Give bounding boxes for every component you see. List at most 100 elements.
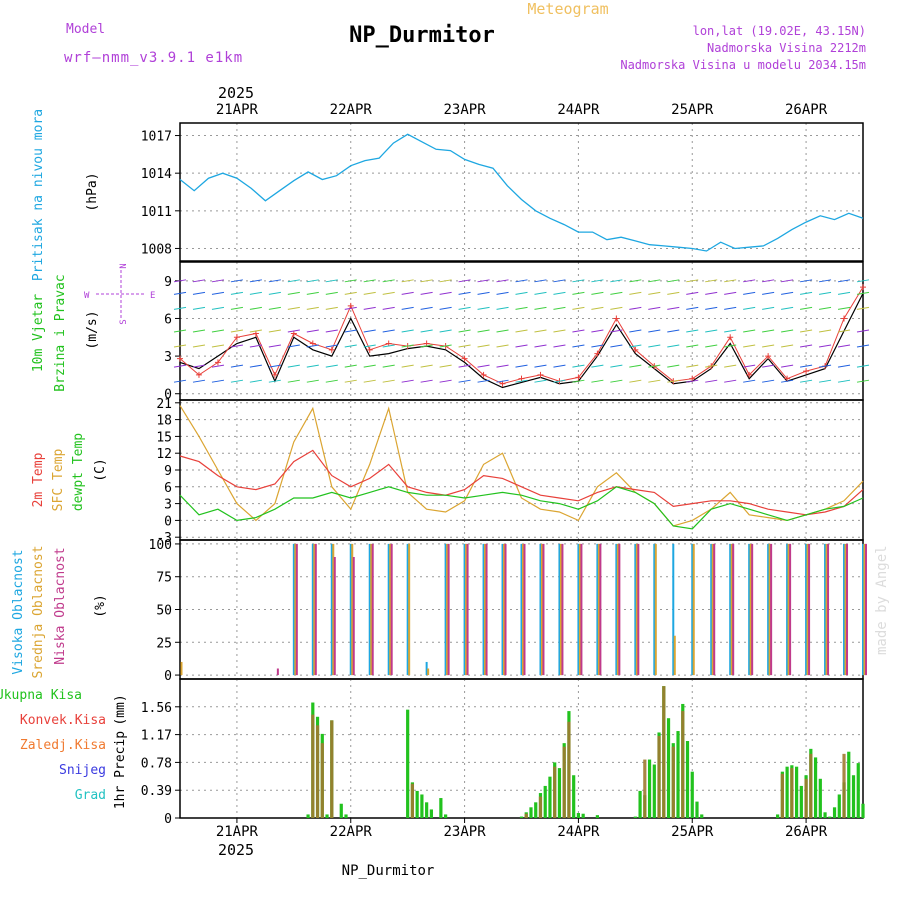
precip-total-bar	[666, 718, 671, 818]
precip-conv-bar	[780, 773, 784, 818]
y-tick-label: 6	[164, 481, 172, 496]
x-tick-label-bottom: 24APR	[557, 824, 600, 840]
wind-barb	[325, 306, 338, 310]
wind-barb	[572, 329, 585, 333]
precip-total-bar	[633, 816, 637, 818]
wind-barb	[230, 306, 243, 310]
wind-gust-marker	[746, 371, 753, 378]
wind-barb	[439, 291, 452, 295]
wind-barb	[382, 279, 395, 283]
y-tick-label: 0	[164, 388, 172, 403]
plot-area: 10081011101410170369-3036912151821025507…	[141, 102, 870, 840]
wind-barb	[192, 279, 206, 283]
wind-barb	[781, 379, 794, 383]
wind-barb	[818, 364, 832, 368]
wind-barb	[382, 344, 395, 348]
wind-barb	[382, 329, 395, 333]
wind-barb	[420, 379, 433, 383]
precip-total-bar	[847, 751, 851, 818]
precip-legend-freeze: Zaledj.Kisa	[20, 738, 106, 753]
wind-barb	[382, 291, 395, 295]
wind-barb	[211, 364, 225, 368]
precip-conv-bar	[410, 783, 415, 818]
wind-gust-marker	[328, 346, 335, 353]
year-bottom: 2025	[218, 841, 254, 859]
wind-barb	[401, 329, 414, 333]
wind-barb	[724, 379, 737, 383]
wind-barb	[856, 306, 870, 310]
precip-conv-bar	[790, 768, 794, 818]
wind-barb	[268, 364, 281, 368]
wind-barb	[856, 344, 870, 348]
wind-barb	[610, 344, 623, 348]
y-tick-label: 9	[164, 275, 172, 290]
wind-barb	[306, 279, 319, 283]
wind-barb	[306, 306, 319, 310]
wind-barb	[268, 379, 281, 383]
wind-barb	[363, 329, 376, 333]
wind-gust-marker	[366, 346, 373, 353]
wind-speed-line	[179, 293, 864, 389]
wind-gust-marker	[594, 350, 601, 357]
wind-barb	[496, 344, 509, 348]
wind-barb	[724, 306, 737, 310]
wind-barb	[534, 291, 547, 295]
wind-barb	[306, 364, 319, 368]
wind-barb	[249, 306, 262, 310]
wind-barb	[363, 279, 376, 283]
wind-barb	[818, 279, 832, 283]
wind-barb	[496, 364, 509, 368]
precip-conv-bar	[671, 746, 675, 818]
precip-total-bar	[785, 766, 789, 818]
wind-barb	[192, 329, 206, 333]
wind-gust-marker	[803, 368, 810, 375]
y-tick-label: 0	[164, 514, 172, 529]
wind-barb	[173, 291, 187, 295]
precip-conv-bar	[330, 720, 334, 818]
wind-barb	[591, 291, 604, 295]
wind-barb	[515, 344, 528, 348]
wind-barb	[401, 291, 414, 295]
wind-barb	[515, 279, 528, 283]
wind-barb	[837, 291, 851, 295]
wind-barb	[572, 306, 585, 310]
y-tick-label: 18	[156, 414, 172, 429]
panel-frame	[179, 122, 864, 262]
wind-gust-marker	[480, 371, 487, 378]
wind-barb	[781, 329, 794, 333]
temp-unit: (C)	[93, 458, 108, 481]
wind-barb	[477, 306, 490, 310]
wind-barb	[173, 306, 187, 310]
wind-barb	[477, 379, 490, 383]
wind-barb	[363, 291, 376, 295]
precip-total-bar	[647, 759, 652, 818]
wind-barb	[762, 364, 775, 368]
wind-barb	[818, 291, 832, 295]
wind-barb	[287, 306, 300, 310]
wind-barb	[781, 291, 794, 295]
model-label: Model	[66, 22, 105, 37]
wind-barb	[211, 344, 225, 348]
compass-rose: N E S W	[84, 263, 155, 324]
wind-barb	[572, 379, 585, 383]
wind-barb	[837, 364, 851, 368]
model-name: wrf–nmm_v3.9.1 e1km	[64, 50, 243, 66]
wind-barb	[667, 279, 680, 283]
wind-barb	[249, 279, 262, 283]
coords-text: lon,lat (19.02E, 43.15N)	[693, 24, 866, 38]
wind-gust-marker	[765, 353, 772, 360]
wind-barb	[306, 291, 319, 295]
precip-total-bar	[856, 763, 860, 818]
wind-barb	[344, 364, 357, 368]
wind-barb	[363, 306, 376, 310]
pressure-unit: (hPa)	[85, 172, 100, 211]
wind-barb	[496, 379, 509, 383]
wind-barb	[173, 279, 187, 283]
wind-barb	[762, 306, 775, 310]
precip-conv-bar	[657, 736, 661, 818]
precip-total-bar	[420, 794, 424, 818]
wind-barb	[781, 306, 794, 310]
y-tick-label: 50	[156, 604, 172, 619]
wind-barb	[743, 306, 756, 310]
